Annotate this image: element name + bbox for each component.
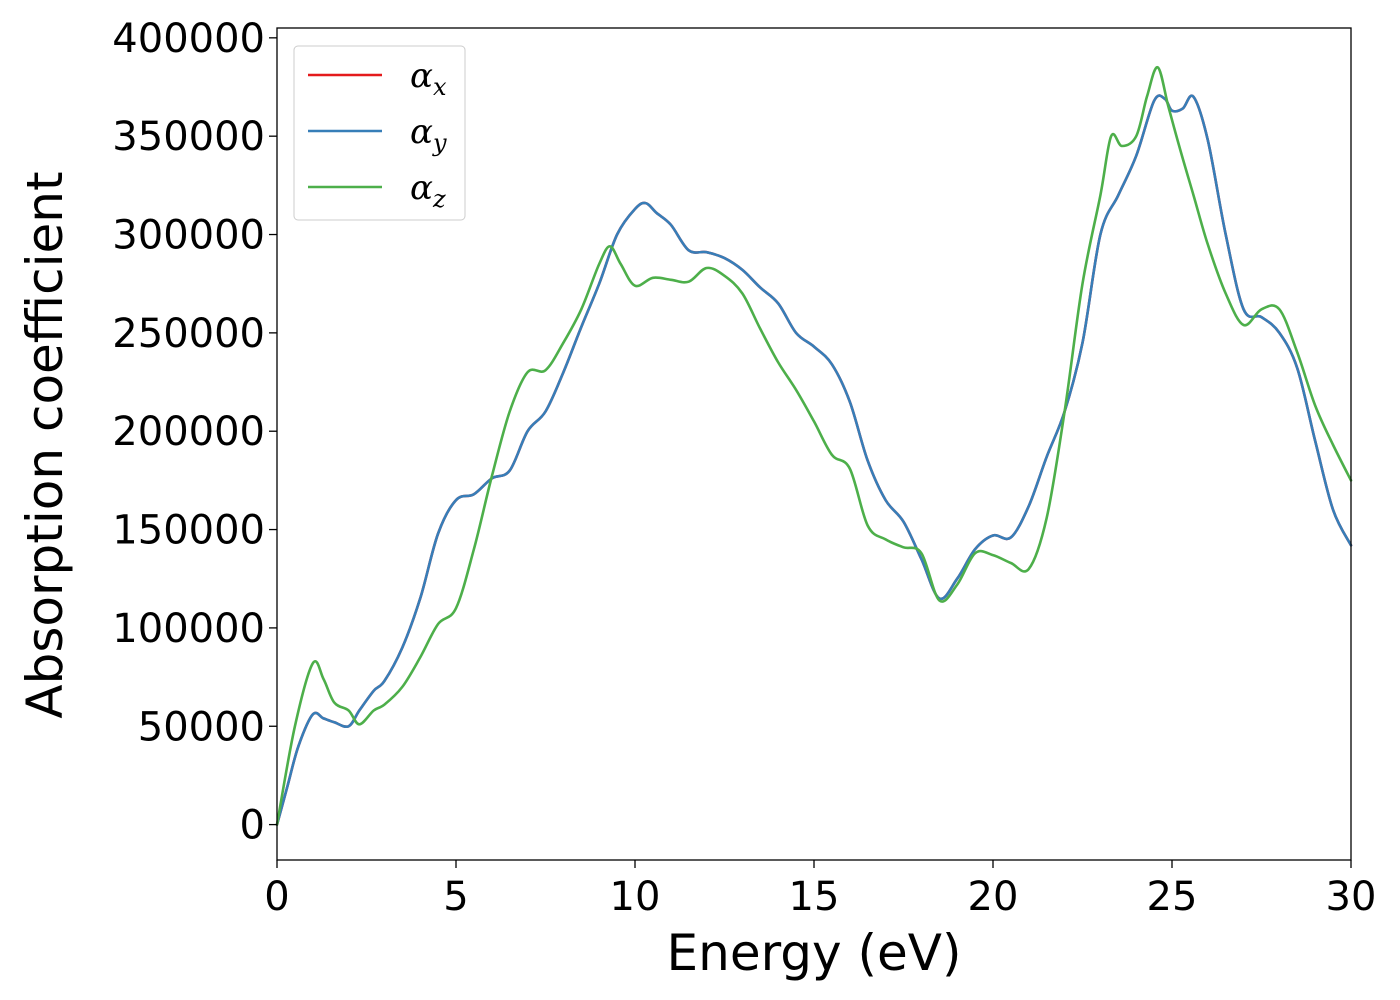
- y-axis-label: Absorption coefficient: [16, 171, 74, 718]
- y-tick-label: 300000: [112, 213, 265, 259]
- legend-items: αx αy αz: [308, 56, 447, 213]
- y-tick-label: 200000: [112, 409, 265, 455]
- y-tick-label: 100000: [112, 606, 265, 652]
- series-layer: [275, 65, 1353, 826]
- x-tick-label: 10: [610, 874, 661, 920]
- x-tick-label: 25: [1147, 874, 1198, 920]
- y-tick-label: 400000: [112, 16, 265, 62]
- y-tick-label: 150000: [112, 508, 265, 554]
- x-tick-label: 30: [1326, 874, 1377, 920]
- series-line-y: [275, 94, 1353, 826]
- x-axis-ticks: 0 5 10 15 20 25 30: [264, 860, 1376, 920]
- y-tick-label: 50000: [138, 704, 265, 750]
- legend-label-z: αz: [410, 168, 446, 213]
- legend-box: [293, 45, 466, 221]
- legend: αx αy αz: [293, 45, 466, 221]
- y-axis-ticks: 0 50000 100000 150000 200000 250000 300000 3500…: [112, 16, 277, 849]
- y-tick-label: 0: [240, 803, 265, 849]
- y-tick-label: 350000: [112, 114, 265, 160]
- legend-label-x: αx: [410, 56, 447, 101]
- y-tick-label: 250000: [112, 311, 265, 357]
- x-tick-label: 20: [968, 874, 1019, 920]
- x-tick-label: 0: [264, 874, 289, 920]
- series-line-z: [275, 65, 1353, 826]
- x-axis-label: Energy (eV): [667, 924, 962, 982]
- x-tick-label: 5: [443, 874, 468, 920]
- x-tick-label: 15: [789, 874, 840, 920]
- legend-label-y: αy: [410, 112, 447, 157]
